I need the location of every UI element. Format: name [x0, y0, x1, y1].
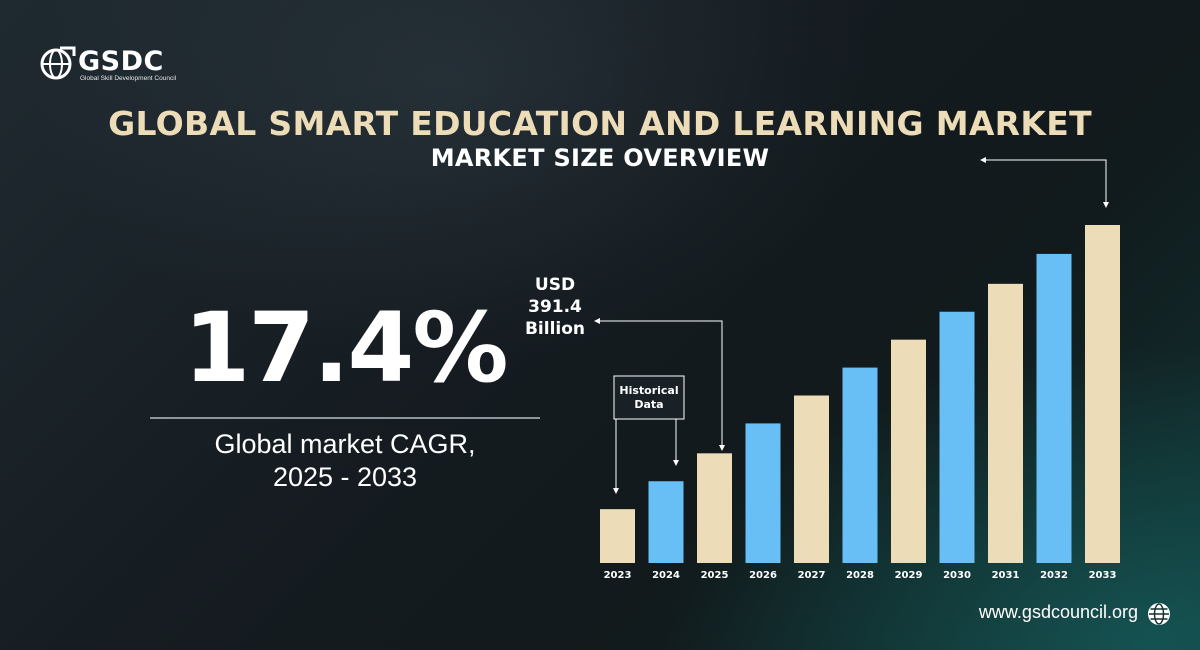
usd-arrow — [596, 320, 723, 448]
bar-2029 — [891, 339, 926, 563]
x-tick-2027: 2027 — [798, 570, 826, 581]
gsdc-logo[interactable]: GSDC Global Skill Development Council — [38, 44, 198, 84]
bar-2023 — [600, 509, 635, 563]
brand-tagline: Global Skill Development Council — [80, 75, 177, 82]
bar-2030 — [939, 311, 975, 563]
usd-label-line3: Billion — [525, 319, 585, 339]
historical-label-line1: Historical — [619, 384, 678, 397]
usd-arrow-head-left — [594, 318, 600, 324]
brand-name: GSDC — [78, 46, 164, 77]
forecast-arrow-head-left — [980, 157, 986, 163]
bar-2033 — [1085, 224, 1120, 563]
globe-icon — [1148, 603, 1170, 625]
historical-data-box — [613, 375, 685, 420]
x-tick-2031: 2031 — [992, 570, 1020, 581]
cagr-divider — [150, 417, 540, 419]
bar-2026 — [745, 423, 781, 563]
historical-arrow-head-2023 — [613, 488, 619, 494]
bar-2025 — [697, 453, 732, 563]
annotation-arrows — [594, 157, 1109, 494]
x-tick-2024: 2024 — [652, 570, 680, 581]
page-subtitle: MARKET SIZE OVERVIEW — [430, 144, 770, 172]
bar-2032 — [1036, 253, 1072, 564]
bar-2031 — [988, 283, 1023, 563]
usd-label-line1: USD — [535, 275, 575, 295]
x-tick-2030: 2030 — [943, 570, 971, 581]
website-link[interactable]: www.gsdcouncil.org — [978, 602, 1138, 622]
x-tick-2023: 2023 — [604, 570, 632, 581]
historical-arrow-head-2024 — [673, 460, 679, 466]
bar-2024 — [648, 481, 684, 563]
cagr-label-line1: Global market CAGR, — [214, 429, 476, 459]
usd-label-line2: 391.4 — [528, 297, 582, 317]
bar-2027 — [794, 395, 829, 563]
forecast-arrow — [982, 159, 1107, 205]
x-tick-2025: 2025 — [701, 570, 729, 581]
cagr-label-line2: 2025 - 2033 — [272, 462, 418, 492]
x-tick-2029: 2029 — [895, 570, 923, 581]
page-title: GLOBAL SMART EDUCATION AND LEARNING MARK… — [108, 104, 1092, 143]
x-tick-2026: 2026 — [749, 570, 777, 581]
forecast-arrow-head-down — [1103, 202, 1109, 208]
bar-2028 — [842, 367, 878, 563]
cagr-label: Global market CAGR, 2025 - 2033 — [150, 428, 540, 494]
globe-logo-icon — [40, 46, 76, 80]
x-tick-2032: 2032 — [1040, 570, 1068, 581]
historical-label-line2: Data — [634, 398, 663, 411]
x-tick-2028: 2028 — [846, 570, 874, 581]
x-tick-2033: 2033 — [1089, 570, 1117, 581]
usd-arrow-head-down — [719, 445, 725, 451]
cagr-value: 17.4% — [183, 292, 508, 404]
